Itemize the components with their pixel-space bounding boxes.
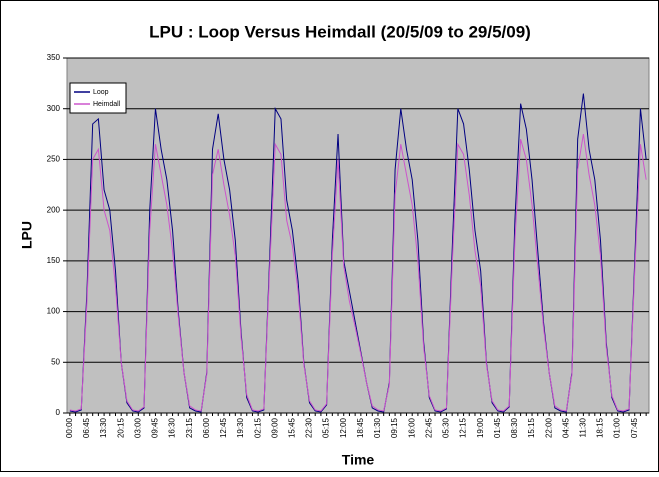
x-tick-label: 19:00 (476, 417, 485, 438)
y-axis-label: LPU (19, 221, 35, 249)
x-tick-label: 08:30 (510, 417, 519, 438)
x-tick-label: 01:45 (493, 417, 502, 438)
series-line (69, 133, 647, 412)
x-tick-label: 07:45 (630, 417, 639, 438)
legend-label: Loop (93, 89, 109, 96)
x-tick-label: 16:00 (407, 417, 416, 438)
x-tick-label: 22:00 (544, 417, 553, 438)
y-tick-label: 50 (51, 357, 60, 366)
x-tick-label: 18:45 (356, 417, 365, 438)
x-tick-label: 15:45 (287, 417, 296, 438)
y-tick-label: 300 (47, 104, 61, 113)
x-tick-label: 03:00 (133, 417, 142, 438)
x-tick-label: 09:00 (270, 417, 279, 438)
x-tick-label: 01:30 (373, 417, 382, 438)
legend-box (69, 82, 127, 114)
x-tick-label: 20:15 (116, 417, 125, 438)
y-tick-label: 350 (47, 53, 61, 62)
chart-title: LPU : Loop Versus Heimdall (20/5/09 to 2… (149, 22, 531, 41)
x-tick-label: 11:30 (578, 417, 587, 437)
y-tick-label: 150 (47, 256, 61, 265)
x-tick-label: 02:15 (253, 417, 262, 438)
x-tick-label: 04:45 (561, 417, 570, 438)
x-tick-label: 05:30 (442, 417, 451, 438)
plot-area (66, 57, 650, 414)
x-tick-label: 06:00 (202, 417, 211, 438)
x-tick-label: 12:00 (339, 417, 348, 438)
x-tick-label: 22:45 (424, 417, 433, 438)
x-tick-label: 01:00 (613, 417, 622, 438)
x-tick-label: 06:45 (82, 417, 91, 438)
x-tick-label: 05:15 (322, 417, 331, 438)
x-axis-label: Time (342, 452, 375, 468)
y-tick-label: 200 (47, 205, 61, 214)
x-tick-label: 16:30 (168, 417, 177, 438)
y-tick-label: 100 (47, 307, 61, 316)
x-tick-label: 00:00 (65, 417, 74, 438)
legend-label: Heimdall (93, 101, 121, 108)
y-tick-label: 0 (56, 408, 61, 417)
y-tick-label: 250 (47, 155, 61, 164)
x-tick-label: 09:45 (151, 417, 160, 438)
x-tick-label: 15:15 (527, 417, 536, 438)
x-tick-label: 12:15 (459, 417, 468, 438)
x-tick-label: 09:15 (390, 417, 399, 438)
x-tick-label: 13:30 (99, 417, 108, 438)
x-tick-label: 23:15 (185, 417, 194, 438)
x-tick-label: 19:30 (236, 417, 245, 438)
x-tick-label: 18:15 (596, 417, 605, 438)
x-tick-label: 22:30 (305, 417, 314, 438)
x-tick-label: 12:45 (219, 417, 228, 438)
